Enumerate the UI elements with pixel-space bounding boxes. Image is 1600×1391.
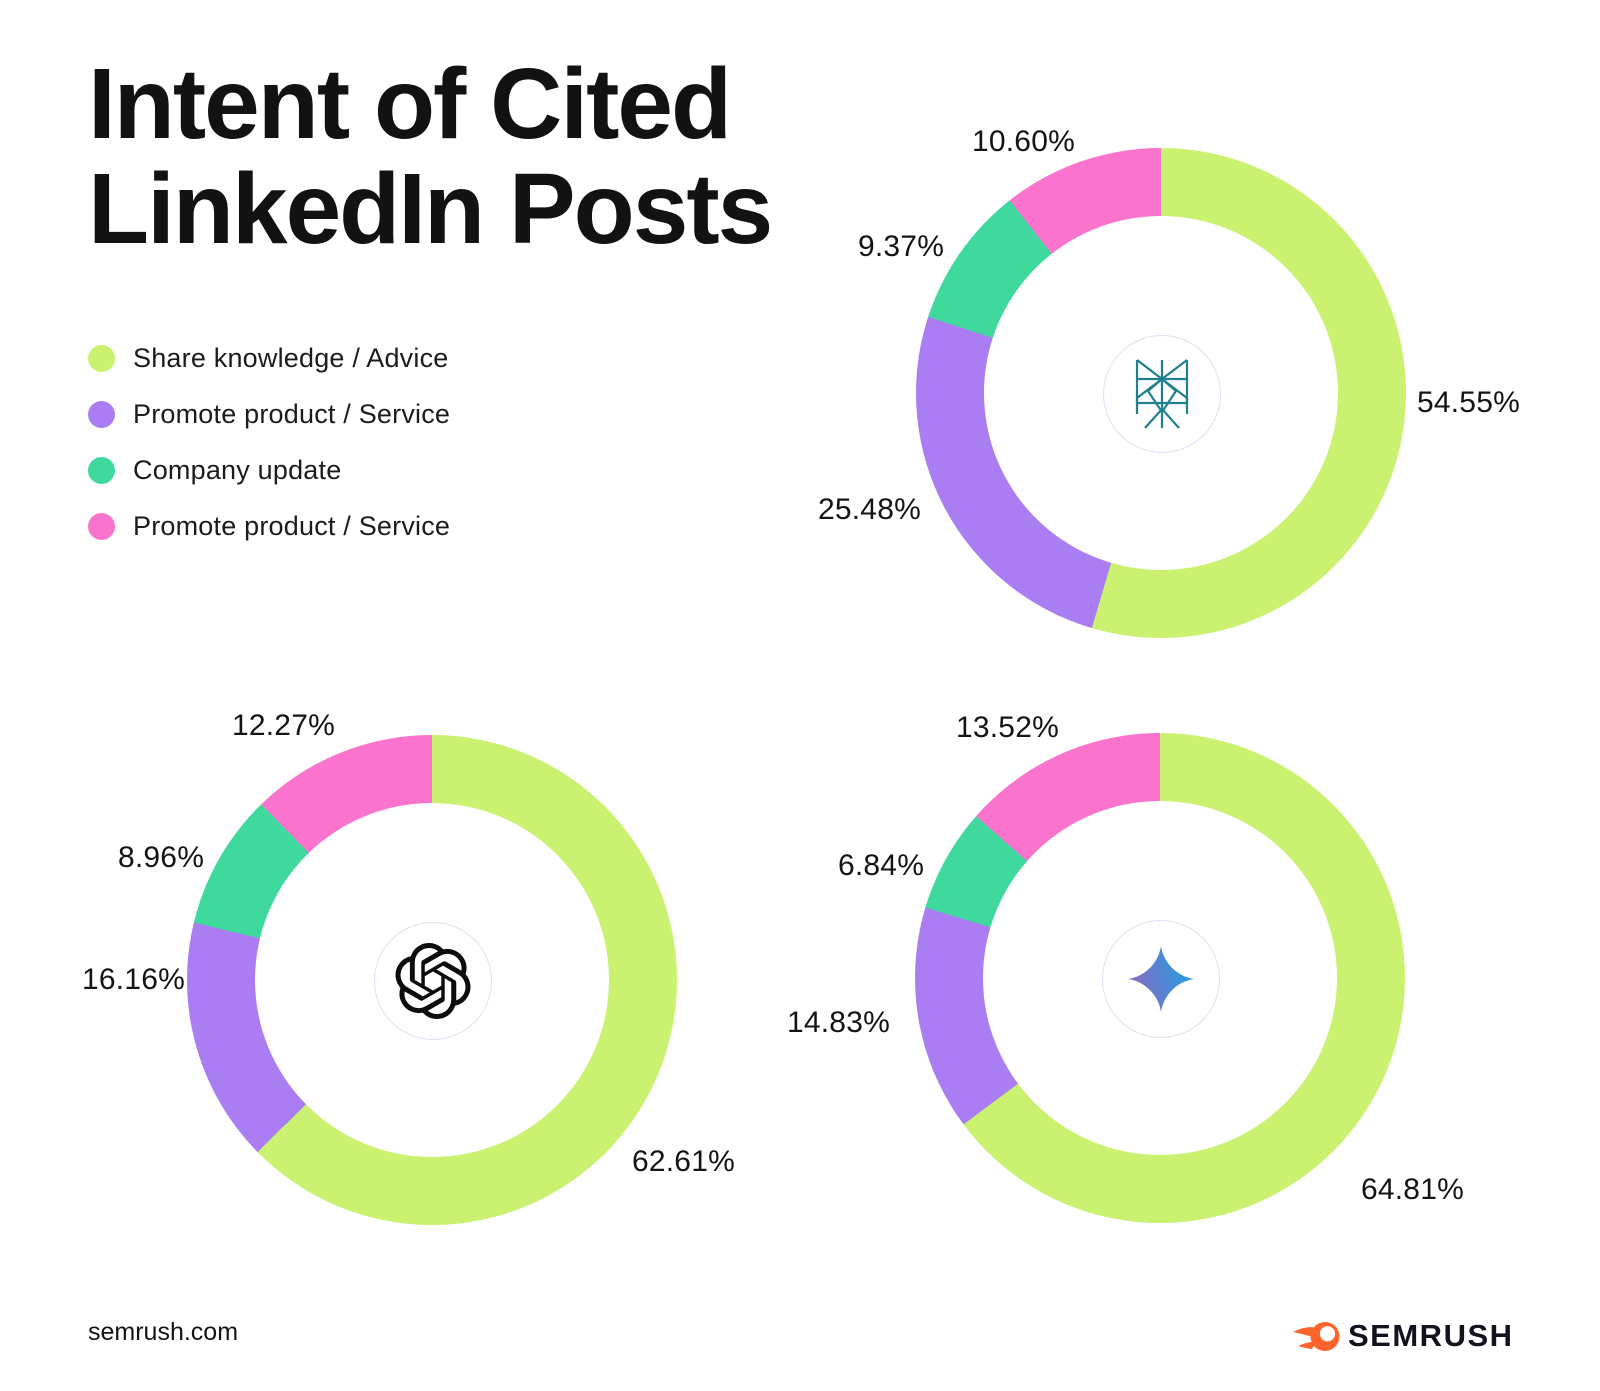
pct-label-promote-product-pink: 13.52% xyxy=(956,711,1059,744)
openai-logo-badge xyxy=(374,922,492,1040)
gemini-logo-badge xyxy=(1102,920,1220,1038)
semrush-flame-icon xyxy=(1293,1321,1340,1351)
pct-label-promote-product-pink: 10.60% xyxy=(972,125,1075,158)
legend-item-share-knowledge: Share knowledge / Advice xyxy=(88,330,450,386)
legend-label: Promote product / Service xyxy=(133,398,451,429)
pct-label-promote-product-pink: 12.27% xyxy=(232,709,335,742)
legend-item-company-update: Company update xyxy=(88,442,450,498)
legend-dot-teal xyxy=(88,456,115,484)
semrush-logo: SEMRUSH xyxy=(1292,1318,1514,1354)
donut-chart-gemini: 64.81% 14.83% 6.84% 13.52% xyxy=(787,711,1464,1223)
gemini-logo-icon xyxy=(1128,946,1194,1012)
pct-label-company-update: 9.37% xyxy=(858,230,945,263)
pct-label-company-update: 8.96% xyxy=(118,841,205,874)
legend-dot-purple xyxy=(88,400,115,428)
pct-label-promote-product: 25.48% xyxy=(818,493,921,526)
perplexity-logo-badge xyxy=(1103,335,1221,453)
semrush-wordmark: SEMRUSH xyxy=(1348,1318,1514,1353)
pct-label-share-knowledge: 62.61% xyxy=(632,1145,735,1178)
pct-label-company-update: 6.84% xyxy=(838,849,925,882)
pct-label-promote-product: 16.16% xyxy=(82,963,185,996)
openai-logo-icon xyxy=(395,943,471,1019)
legend-dot-green xyxy=(88,344,115,372)
legend-dot-pink xyxy=(88,512,115,540)
legend-item-promote-product: Promote product / Service xyxy=(88,386,450,442)
legend-label: Promote product / Service xyxy=(133,510,451,541)
donut-chart-chatgpt: 62.61% 16.16% 8.96% 12.27% xyxy=(82,709,735,1225)
legend-item-promote-product-pink: Promote product / Service xyxy=(88,498,450,554)
pct-label-share-knowledge: 54.55% xyxy=(1417,386,1520,419)
legend-label: Share knowledge / Advice xyxy=(133,342,449,373)
pct-label-share-knowledge: 64.81% xyxy=(1361,1173,1464,1206)
site-url: semrush.com xyxy=(88,1318,239,1346)
donut-chart-perplexity: 54.55% 25.48% 9.37% 10.60% xyxy=(818,125,1520,638)
perplexity-logo-icon xyxy=(1135,359,1189,429)
pct-label-promote-product: 14.83% xyxy=(787,1006,890,1039)
legend-label: Company update xyxy=(133,454,342,485)
legend: Share knowledge / Advice Promote product… xyxy=(88,330,450,554)
page-title: Intent of Cited LinkedIn Posts xyxy=(88,48,773,265)
